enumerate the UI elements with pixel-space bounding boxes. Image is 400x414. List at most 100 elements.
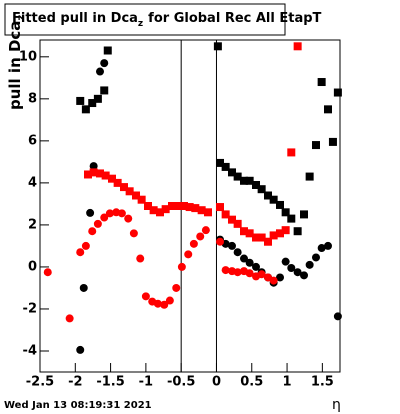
square-marker [252, 180, 260, 189]
square-marker [213, 42, 222, 51]
circle-marker [100, 213, 109, 222]
y-label-subscript: z [16, 15, 27, 21]
circle-marker [129, 229, 138, 238]
square-marker [245, 176, 254, 185]
square-marker [300, 210, 308, 219]
square-marker [252, 233, 260, 242]
circle-marker [305, 260, 314, 269]
y-tick-label: -4 [23, 343, 37, 358]
circle-marker [216, 237, 224, 246]
square-marker [173, 202, 182, 210]
circle-marker [293, 268, 302, 277]
square-marker [149, 206, 158, 215]
square-marker [245, 229, 254, 238]
square-marker [144, 202, 152, 210]
square-marker [221, 162, 230, 171]
circle-marker [100, 59, 109, 68]
title-text: Fitted pull in Dca [12, 11, 138, 26]
square-marker [161, 205, 170, 214]
circle-marker [333, 312, 342, 321]
square-marker [264, 191, 272, 200]
x-tick-label: -0.5 [167, 375, 195, 390]
y-tick-label: 6 [28, 133, 37, 148]
circle-marker [136, 254, 145, 263]
x-tick-label: 0.5 [240, 375, 263, 390]
circle-marker [189, 239, 198, 248]
circle-marker [312, 253, 320, 262]
square-marker [185, 203, 194, 212]
circle-marker [233, 248, 242, 257]
square-marker [287, 148, 296, 157]
x-tick-label: 1 [283, 375, 292, 390]
circle-marker [276, 273, 284, 282]
square-marker [264, 237, 272, 246]
circle-marker [89, 162, 98, 171]
circle-marker [93, 219, 102, 228]
circle-marker [86, 208, 95, 217]
x-tick-label: 0 [212, 375, 221, 390]
x-tick-label: -1 [139, 375, 153, 390]
square-marker [84, 170, 92, 179]
square-marker [132, 191, 140, 200]
title-subscript: z [138, 19, 143, 29]
square-marker [89, 168, 98, 177]
circle-marker [117, 209, 126, 218]
circle-marker [160, 300, 169, 309]
square-marker [233, 219, 242, 228]
x-tick-label: -1.5 [96, 375, 124, 390]
circle-marker [81, 241, 90, 250]
square-marker [204, 208, 212, 217]
square-marker [293, 227, 302, 236]
square-marker [113, 178, 122, 187]
circle-marker [88, 227, 97, 236]
circle-marker [184, 250, 193, 259]
circle-marker [287, 263, 296, 272]
y-label-text: pull in Dca [6, 21, 24, 110]
square-marker [281, 226, 290, 235]
square-marker [257, 185, 266, 194]
circle-marker [252, 262, 260, 271]
square-marker [269, 231, 278, 240]
square-marker [257, 233, 266, 242]
circle-marker [65, 314, 74, 323]
circle-marker [221, 266, 230, 275]
y-tick-label: 10 [19, 49, 37, 64]
square-marker [88, 99, 97, 108]
circle-marker [79, 283, 88, 292]
circle-marker [300, 271, 308, 280]
square-marker [125, 187, 134, 196]
square-marker [197, 206, 206, 215]
chart-title: Fitted pull in Dcaz for Global Rec All Et… [12, 11, 322, 29]
circle-marker [281, 257, 290, 266]
circle-marker [43, 268, 52, 277]
circle-marker [76, 345, 85, 354]
circle-marker [96, 67, 104, 76]
x-axis-label: η [332, 397, 341, 413]
square-marker [100, 86, 109, 95]
title-text: for Global Rec All EtapT [148, 11, 321, 26]
square-marker [324, 105, 332, 114]
square-marker [281, 208, 290, 217]
square-marker [228, 168, 236, 177]
y-tick-label: 8 [28, 91, 37, 106]
square-marker [221, 210, 230, 219]
circle-marker [124, 214, 133, 223]
circle-marker [105, 209, 114, 218]
circle-marker [269, 276, 278, 285]
square-marker [312, 141, 320, 150]
y-tick-label: 2 [28, 217, 37, 232]
x-tick-label: 1.5 [311, 375, 334, 390]
square-marker [233, 172, 242, 181]
y-tick-label: 0 [28, 259, 37, 274]
y-tick-label: 4 [28, 175, 37, 190]
circle-marker [201, 226, 210, 235]
square-marker [101, 171, 110, 180]
circle-marker [177, 262, 186, 271]
circle-marker [240, 254, 248, 263]
square-marker [333, 88, 342, 97]
y-axis-label: pull in Dcaz [6, 15, 27, 110]
circle-marker [153, 299, 162, 308]
circle-marker [233, 268, 242, 277]
square-marker [103, 46, 112, 55]
